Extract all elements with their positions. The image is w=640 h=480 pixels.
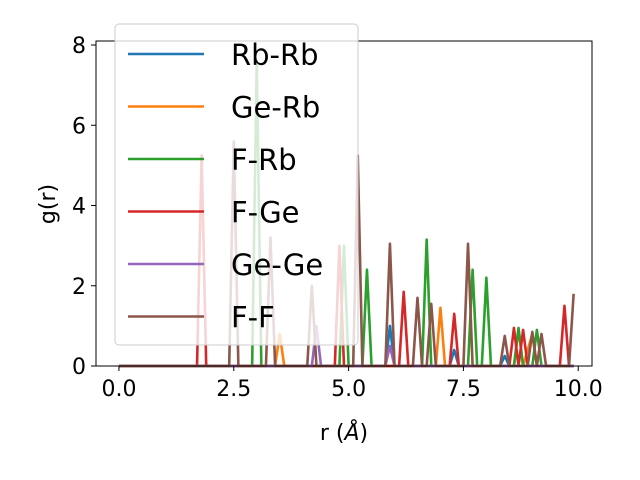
legend-items: Rb-Rb Ge-Rb F-Rb F-Ge Ge-Ge F-F — [128, 38, 323, 335]
legend-label: F-Ge — [231, 196, 300, 230]
y-tick-label: 2 — [72, 275, 86, 300]
x-axis-label: r (Å) — [320, 419, 368, 446]
x-tick-label: 0.0 — [101, 377, 136, 402]
x-tick-label: 2.5 — [216, 377, 251, 402]
legend-label: Ge-Rb — [231, 91, 320, 125]
x-tick-label: 5.0 — [331, 377, 366, 402]
legend-label: F-F — [231, 301, 275, 335]
y-tick-label: 6 — [72, 114, 86, 139]
legend: Rb-Rb Ge-Rb F-Rb F-Ge Ge-Ge F-F — [114, 23, 359, 346]
legend-box — [114, 23, 359, 346]
y-tick-label: 8 — [72, 34, 86, 59]
y-axis-label: g(r) — [36, 184, 61, 224]
x-tick-label: 10.0 — [554, 377, 603, 402]
x-axis-ticks: 0.0 2.5 5.0 7.5 10.0 — [101, 366, 603, 402]
x-tick-label: 7.5 — [446, 377, 481, 402]
x-axis-label-unit: Å — [342, 419, 359, 446]
legend-label: Ge-Ge — [231, 248, 323, 282]
y-axis-ticks: 0 2 4 6 8 — [72, 34, 96, 380]
legend-label: F-Rb — [231, 143, 297, 177]
legend-label: Rb-Rb — [231, 38, 319, 72]
series-line-0 — [118, 324, 574, 368]
y-tick-label: 4 — [72, 195, 86, 220]
y-tick-label: 0 — [72, 355, 86, 380]
